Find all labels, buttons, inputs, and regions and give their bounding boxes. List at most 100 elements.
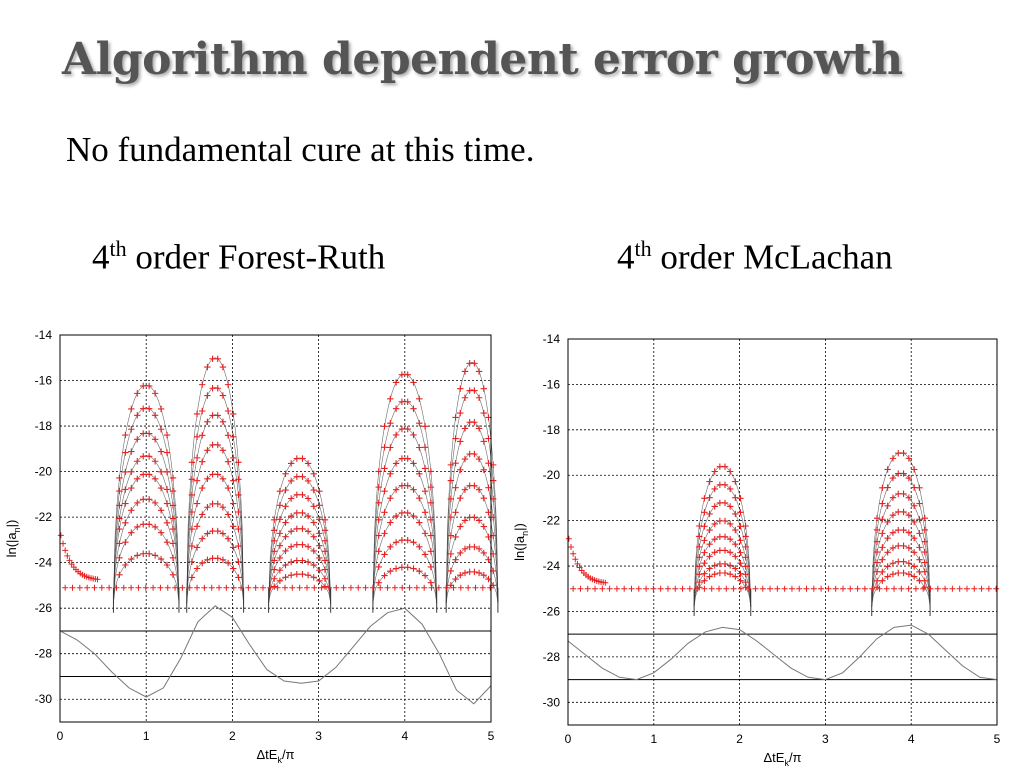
data-marker: [457, 494, 464, 502]
data-marker: [884, 573, 891, 580]
data-marker: [381, 444, 388, 451]
data-marker: [410, 512, 417, 520]
series-curve: [372, 373, 437, 604]
data-marker: [281, 584, 288, 591]
data-marker: [392, 512, 400, 520]
data-marker: [287, 558, 295, 566]
chart-forest-ruth: -14 -16 -18 -20 -22 -24 -26 -28 -30 0 1 2 3 4 5 ΔtEk/π l…: [4, 328, 499, 765]
data-marker: [471, 543, 478, 551]
x-tick-label: 5: [488, 729, 495, 743]
data-marker: [369, 584, 376, 591]
data-marker: [732, 565, 739, 572]
data-marker: [219, 530, 227, 537]
series-curve: [445, 453, 499, 604]
data-marker: [224, 535, 232, 542]
data-marker: [635, 585, 642, 592]
data-marker: [889, 474, 897, 482]
data-marker: [287, 512, 295, 520]
data-marker: [613, 585, 620, 592]
data-marker: [325, 584, 332, 591]
data-marker: [679, 585, 686, 592]
data-marker: [416, 419, 423, 427]
series-curve: [693, 563, 752, 607]
data-marker: [387, 419, 394, 427]
caption-order: 4: [617, 237, 635, 277]
data-marker: [410, 539, 417, 546]
data-marker: [304, 512, 312, 520]
data-marker: [76, 584, 83, 591]
data-marker: [876, 585, 883, 592]
data-marker: [230, 523, 237, 530]
data-marker: [188, 508, 196, 516]
series-curve: [871, 561, 931, 607]
data-marker: [457, 466, 464, 473]
data-marker: [480, 523, 487, 530]
data-marker: [219, 392, 227, 399]
data-marker: [404, 455, 411, 462]
data-marker: [310, 533, 317, 540]
data-marker: [737, 509, 744, 516]
data-marker: [742, 571, 749, 578]
data-marker: [475, 545, 483, 553]
series-curve: [268, 560, 331, 604]
data-marker: [916, 544, 923, 551]
data-marker: [711, 536, 718, 543]
data-marker: [214, 527, 221, 535]
y-tick-label: -26: [543, 604, 561, 618]
data-marker: [122, 538, 129, 546]
data-marker: [267, 584, 274, 591]
data-marker: [230, 500, 237, 507]
data-marker: [628, 585, 635, 592]
data-marker: [145, 453, 153, 460]
x-tick-label: 2: [229, 729, 236, 743]
data-marker: [235, 508, 242, 516]
data-marker: [404, 536, 411, 544]
data-marker: [392, 486, 400, 493]
data-marker: [694, 585, 701, 592]
lower-curve: [567, 624, 998, 681]
data-marker: [163, 468, 171, 476]
data-marker: [282, 533, 289, 540]
series-curve: [871, 529, 931, 607]
data-marker: [235, 542, 242, 550]
data-marker: [276, 502, 284, 509]
data-marker: [900, 542, 907, 550]
data-marker: [471, 450, 478, 458]
data-marker: [404, 371, 411, 378]
caption-mclachan: 4th order McLachan: [617, 236, 893, 278]
data-marker: [461, 486, 469, 493]
data-marker: [321, 566, 329, 573]
data-marker: [711, 549, 718, 556]
data-marker: [276, 488, 284, 495]
data-marker: [759, 585, 766, 592]
data-marker: [873, 538, 881, 545]
data-marker: [696, 554, 703, 561]
data-marker: [737, 585, 744, 592]
data-marker: [574, 560, 581, 567]
data-marker: [310, 503, 317, 510]
data-marker: [480, 572, 487, 579]
data-marker: [381, 509, 388, 516]
data-marker: [204, 475, 211, 482]
data-marker: [774, 585, 781, 592]
data-marker: [193, 523, 201, 530]
data-marker: [447, 495, 455, 503]
data-marker: [377, 584, 384, 591]
data-marker: [452, 533, 459, 541]
data-marker: [199, 407, 206, 415]
y-tick-label: -24: [543, 559, 561, 573]
data-marker: [145, 471, 153, 478]
data-marker: [889, 511, 897, 519]
x-tick-label: 0: [565, 732, 572, 746]
data-marker: [157, 468, 165, 476]
x-tick-label: 0: [57, 729, 64, 743]
data-marker: [475, 455, 483, 463]
data-marker: [905, 494, 913, 501]
data-marker: [742, 543, 749, 551]
data-marker: [381, 530, 388, 537]
data-marker: [475, 394, 483, 401]
data-marker: [884, 549, 891, 556]
data-marker: [321, 583, 329, 590]
data-marker: [235, 525, 242, 533]
